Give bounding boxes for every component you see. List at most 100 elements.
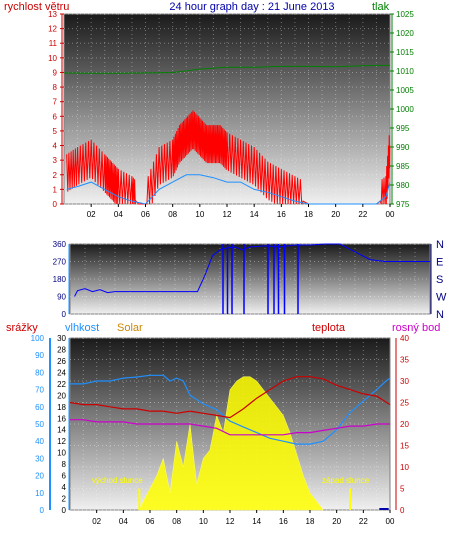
humidity-tick-label: 0 [62,506,67,515]
series-layer [63,64,430,511]
wind-x-tick-label: 14 [250,210,259,219]
weather-x-tick-label: 10 [199,517,208,526]
wind-left-tick-label: 11 [49,39,58,48]
rain-tick-label: 10 [35,489,44,498]
wind-left-tick-label: 5 [53,127,58,136]
wind-avg-line [66,174,391,205]
humidity-tick-label: 24 [57,368,66,377]
rain-tick-label: 0 [40,506,45,515]
weather-x-tick-label: 18 [306,517,315,526]
header-center-title: 24 hour graph day : 21 June 2013 [169,1,334,13]
wind-left-tick-label: 9 [53,68,58,77]
pressure-tick-label: 1015 [396,48,414,57]
sunset-annotation: západ slunce [322,476,370,485]
direction-panel-bg [69,243,431,315]
humidity-tick-label: 14 [57,426,66,435]
humidity-tick-label: 20 [57,391,66,400]
humidity-tick-label: 12 [57,437,66,446]
wind-left-tick-label: 7 [53,98,58,107]
humidity-label: vlhkost [65,322,99,334]
humidity-tick-label: 8 [62,460,67,469]
wind-x-tick-label: 16 [277,210,286,219]
direction-compass-label: N [436,239,444,251]
humidity-tick-label: 26 [57,357,66,366]
weather-x-tick-label: 12 [226,517,235,526]
wind-left-tick-label: 8 [53,83,58,92]
pressure-tick-label: 1025 [396,10,414,19]
temp-tick-label: 25 [400,399,409,408]
weather-x-tick-label: 06 [146,517,155,526]
wind-x-tick-label: 04 [114,210,123,219]
weather-x-tick-label: 16 [279,517,288,526]
rain-tick-label: 30 [35,454,44,463]
wind-left-tick-label: 12 [48,25,57,34]
temp-tick-label: 35 [400,356,409,365]
humidity-tick-label: 4 [62,483,67,492]
wind-x-tick-label: 20 [331,210,340,219]
direction-left-tick-label: 180 [53,275,67,284]
wind-left-tick-label: 13 [48,10,57,19]
humidity-line [70,374,391,445]
wind-left-tick-label: 3 [53,156,58,165]
temp-tick-label: 0 [400,506,405,515]
weather-x-tick-label: 02 [92,517,101,526]
direction-compass-label: N [436,309,444,321]
rain-tick-label: 50 [35,420,44,429]
weather-x-tick-label: 08 [172,517,181,526]
pressure-tick-label: 975 [396,200,410,209]
temp-tick-label: 30 [400,377,409,386]
pressure-tick-label: 990 [396,143,410,152]
humidity-tick-label: 22 [57,380,66,389]
wind-x-tick-label: 00 [386,210,395,219]
temperature-label: teplota [312,322,346,334]
direction-left-tick-label: 0 [62,310,67,319]
wind-left-tick-label: 0 [53,200,58,209]
pressure-tick-label: 980 [396,181,410,190]
header-right-title: tlak [372,1,390,13]
humidity-tick-label: 16 [57,414,66,423]
weather-x-tick-label: 22 [359,517,368,526]
direction-compass-label: E [436,257,443,269]
dewpoint-label: rosný bod [392,322,440,334]
dewpoint-line [70,419,390,436]
rain-tick-label: 60 [35,403,44,412]
wind-x-tick-label: 08 [168,210,177,219]
rain-label: srážky [6,322,38,334]
temp-tick-label: 5 [400,485,405,494]
header-left-title: rychlost větru [4,1,69,13]
weather-x-tick-label: 00 [386,517,395,526]
temp-tick-label: 20 [400,420,409,429]
humidity-tick-label: 28 [57,345,66,354]
wind-left-tick-label: 2 [53,171,58,180]
wind-x-tick-label: 10 [195,210,204,219]
temp-tick-label: 40 [400,334,409,343]
wind-x-tick-label: 18 [304,210,313,219]
wind-left-tick-label: 6 [53,112,58,121]
direction-compass-label: W [436,292,447,304]
wind-left-tick-label: 4 [53,142,58,151]
rain-tick-label: 70 [35,386,44,395]
direction-left-tick-label: 270 [53,258,67,267]
pressure-tick-label: 995 [396,124,410,133]
rain-tick-label: 40 [35,437,44,446]
temp-tick-label: 15 [400,442,409,451]
humidity-tick-label: 10 [57,449,66,458]
sunrise-annotation: východ slunce [92,476,143,485]
rain-tick-label: 100 [31,334,45,343]
axes-layer: 0123456789101112139759809859909951000100… [31,10,447,526]
pressure-tick-label: 1005 [396,86,414,95]
weather-x-tick-label: 20 [332,517,341,526]
weather-x-tick-label: 14 [252,517,261,526]
rain-tick-label: 80 [35,368,44,377]
wind-left-tick-label: 1 [53,185,58,194]
wind-x-tick-label: 02 [87,210,96,219]
wind-left-tick-label: 10 [48,54,57,63]
wind-x-tick-label: 22 [358,210,367,219]
humidity-tick-label: 6 [62,472,67,481]
pressure-tick-label: 1020 [396,29,414,38]
solar-label: Solar [117,322,143,334]
direction-compass-label: S [436,274,443,286]
temperature-line [69,376,391,419]
wind-x-tick-label: 12 [223,210,232,219]
